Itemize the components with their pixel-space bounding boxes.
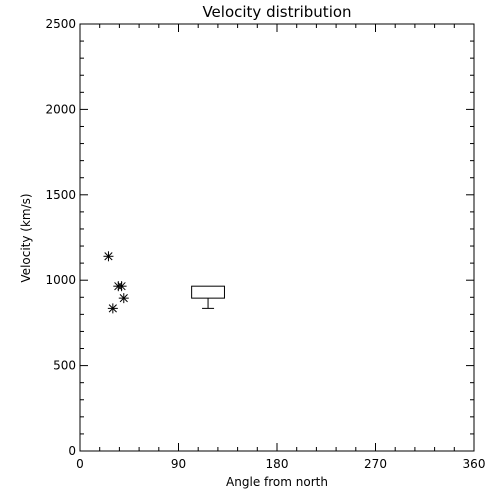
x-tick-label: 360 — [463, 457, 486, 471]
y-tick-label: 0 — [68, 444, 76, 458]
x-tick-label: 270 — [364, 457, 387, 471]
data-point — [103, 251, 114, 262]
y-tick-label: 1500 — [45, 188, 76, 202]
y-tick-label: 2500 — [45, 17, 76, 31]
ticks-layer: 0 90 180 270 360 0 500 1000 1500 2000 2500 — [45, 17, 485, 471]
box-plot — [191, 285, 225, 309]
x-tick-label: 90 — [171, 457, 186, 471]
x-tick-label: 180 — [266, 457, 289, 471]
x-axis-label: Angle from north — [226, 475, 328, 489]
plot-frame — [79, 23, 475, 452]
x-tick-label: 0 — [76, 457, 84, 471]
plot-border — [79, 23, 475, 452]
y-axis-label: Velocity (km/s) — [19, 193, 33, 282]
box-plot-box — [191, 285, 225, 299]
y-tick-label: 500 — [53, 359, 76, 373]
data-point — [107, 303, 118, 314]
y-tick-label: 2000 — [45, 102, 76, 116]
chart-title: Velocity distribution — [202, 3, 351, 21]
data-layer — [103, 251, 225, 314]
y-tick-label: 1000 — [45, 273, 76, 287]
data-point — [118, 293, 129, 304]
data-point — [116, 281, 127, 292]
